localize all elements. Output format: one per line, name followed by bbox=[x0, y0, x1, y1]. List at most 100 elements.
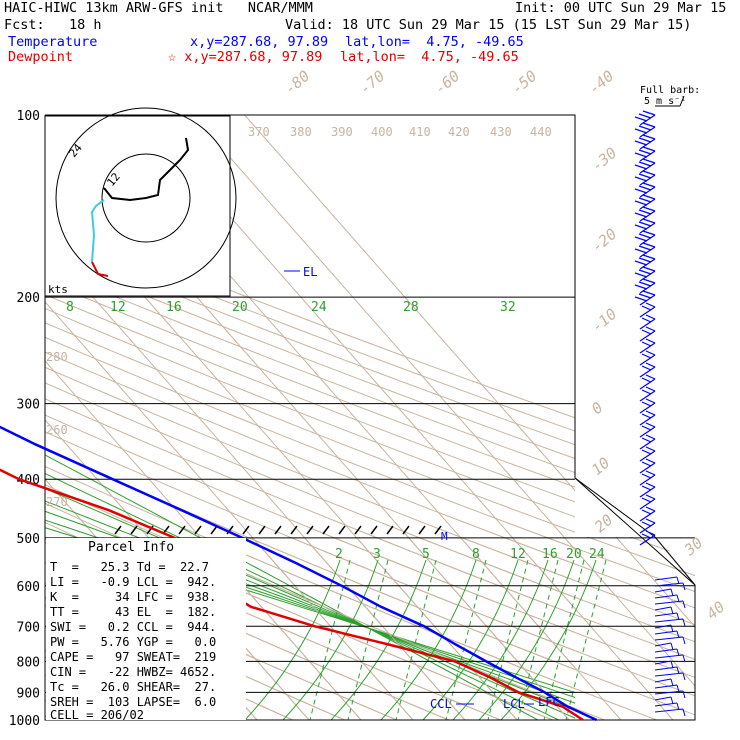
mixing-ratio-curve bbox=[422, 559, 519, 720]
wind-barb bbox=[639, 138, 656, 150]
wind-barb-flag bbox=[638, 269, 652, 275]
isotherm-label: -40 bbox=[585, 67, 617, 98]
wind-barb-flag bbox=[642, 278, 656, 284]
dewpoint-legend: Dewpoint bbox=[8, 49, 74, 65]
wind-barb-low bbox=[654, 582, 684, 587]
wind-barb bbox=[639, 450, 656, 462]
wind-barb-flag bbox=[645, 422, 656, 428]
dry-adiabat bbox=[45, 537, 695, 720]
wind-barb-low bbox=[654, 696, 672, 701]
dry-adiabat bbox=[45, 351, 575, 565]
hatch-mark bbox=[130, 525, 138, 535]
wind-barb-flag bbox=[645, 386, 656, 392]
pressure-tick-label: 800 bbox=[17, 655, 40, 670]
wind-barb-flag bbox=[645, 458, 656, 464]
theta-label: 420 bbox=[448, 125, 470, 139]
wind-barb bbox=[639, 366, 656, 378]
isotherm-line bbox=[0, 87, 8, 733]
wind-barb-flag bbox=[645, 434, 656, 440]
wind-barb-low bbox=[654, 636, 684, 641]
mixing-ratio-curve bbox=[452, 559, 549, 720]
wind-barb-flag bbox=[642, 254, 656, 260]
wind-barb-flag bbox=[642, 266, 656, 272]
dry-adiabat bbox=[45, 336, 575, 549]
theta-label: 270 bbox=[46, 495, 68, 509]
wind-barb-flag bbox=[645, 470, 656, 476]
dry-adiabat bbox=[45, 294, 575, 503]
wind-barb-flag bbox=[641, 437, 652, 443]
moist-adiabat bbox=[45, 472, 560, 720]
wind-barb-flag bbox=[638, 209, 652, 215]
moist-adiabat bbox=[45, 527, 575, 694]
wind-barb-low-flag bbox=[670, 624, 674, 633]
wind-barb-flag bbox=[641, 485, 652, 491]
dry-adiabat bbox=[45, 253, 575, 460]
wind-barb-flag bbox=[634, 260, 648, 266]
parcel-row: CAPE = 97 SWEAT= 219 bbox=[50, 650, 217, 664]
mixing-ratio-label: 24 bbox=[589, 547, 605, 562]
mixing-ratio-label: 28 bbox=[403, 300, 419, 315]
parcel-row: TT = 43 EL = 182. bbox=[50, 605, 217, 619]
dry-adiabat bbox=[45, 537, 695, 720]
parcel-row: Tc = 26.0 SHEAR= 27. bbox=[50, 680, 217, 694]
wind-barb bbox=[639, 438, 656, 450]
wind-barb-flag bbox=[634, 236, 648, 242]
wind-barb-low bbox=[654, 576, 678, 581]
theta-label: 260 bbox=[46, 423, 68, 437]
wind-barb bbox=[639, 354, 656, 366]
init-time: Init: 00 UTC Sun 29 Mar 15 bbox=[515, 0, 727, 16]
wind-barb-flag bbox=[645, 326, 656, 332]
isotherm-line bbox=[243, 115, 575, 492]
mixing-ratio-label: 16 bbox=[542, 547, 558, 562]
wind-barb bbox=[639, 402, 656, 414]
mixing-ratio-dashed bbox=[487, 559, 529, 720]
mixing-ratio-label: 32 bbox=[500, 300, 516, 315]
isotherm-line bbox=[63, 537, 633, 720]
isotherm-label: -50 bbox=[508, 67, 540, 98]
isotherm-line bbox=[45, 537, 477, 720]
dewpoint-xy: ☆ x,y=287.68, 97.89 bbox=[168, 49, 323, 65]
wind-barb bbox=[639, 510, 656, 522]
isotherm-line bbox=[45, 537, 529, 720]
temperature-legend: Temperature bbox=[8, 34, 98, 50]
wind-barbs: Full barb:5 m s⁻¹ bbox=[634, 85, 700, 717]
wind-barb-low-flag bbox=[676, 702, 680, 711]
hatch-mark bbox=[418, 525, 426, 535]
wind-barb-flag bbox=[638, 113, 652, 119]
isotherm-label: -60 bbox=[431, 67, 463, 98]
hodograph-trace-mid bbox=[90, 199, 105, 263]
hatch-mark bbox=[290, 525, 298, 535]
wind-barb-low bbox=[654, 702, 678, 707]
dewpoint-latlon: lat,lon= 4.75, -49.65 bbox=[340, 49, 519, 65]
melting-level-label: M bbox=[441, 530, 448, 543]
moist-adiabat bbox=[45, 510, 575, 704]
isotherm-label: 20 bbox=[591, 511, 616, 536]
hatch-mark bbox=[322, 525, 330, 535]
wind-barb-low-flag bbox=[670, 642, 674, 651]
mixing-ratio-label: 5 bbox=[422, 547, 430, 562]
wind-barb-flag bbox=[638, 173, 652, 179]
barb-key bbox=[679, 95, 685, 107]
wind-barb-flag bbox=[642, 194, 656, 200]
isotherm-line bbox=[45, 537, 425, 720]
mixing-ratio-label: 12 bbox=[110, 300, 126, 315]
wind-barb-low-flag bbox=[670, 606, 674, 615]
dry-adiabat bbox=[45, 241, 575, 446]
wind-barb-flag bbox=[645, 494, 656, 500]
wind-barb-flag bbox=[642, 110, 656, 116]
wind-barb-flag bbox=[641, 461, 652, 467]
wind-barb bbox=[639, 330, 656, 342]
wind-barb-flag bbox=[645, 530, 656, 536]
pressure-tick-label: 200 bbox=[17, 291, 40, 306]
wind-barb-low-flag bbox=[670, 696, 674, 705]
wind-barb-low-flag bbox=[682, 618, 686, 627]
moist-adiabat bbox=[45, 488, 575, 719]
hatch-mark bbox=[210, 525, 218, 535]
mixing-ratio-curve bbox=[282, 559, 379, 720]
wind-barb-low bbox=[654, 660, 672, 665]
isotherm-label: -10 bbox=[588, 305, 620, 336]
wind-barb-flag bbox=[638, 125, 652, 131]
wind-barb bbox=[639, 534, 656, 546]
theta-label: 430 bbox=[490, 125, 512, 139]
valid-time: Valid: 18 UTC Sun 29 Mar 15 (15 LST Sun … bbox=[285, 17, 692, 33]
